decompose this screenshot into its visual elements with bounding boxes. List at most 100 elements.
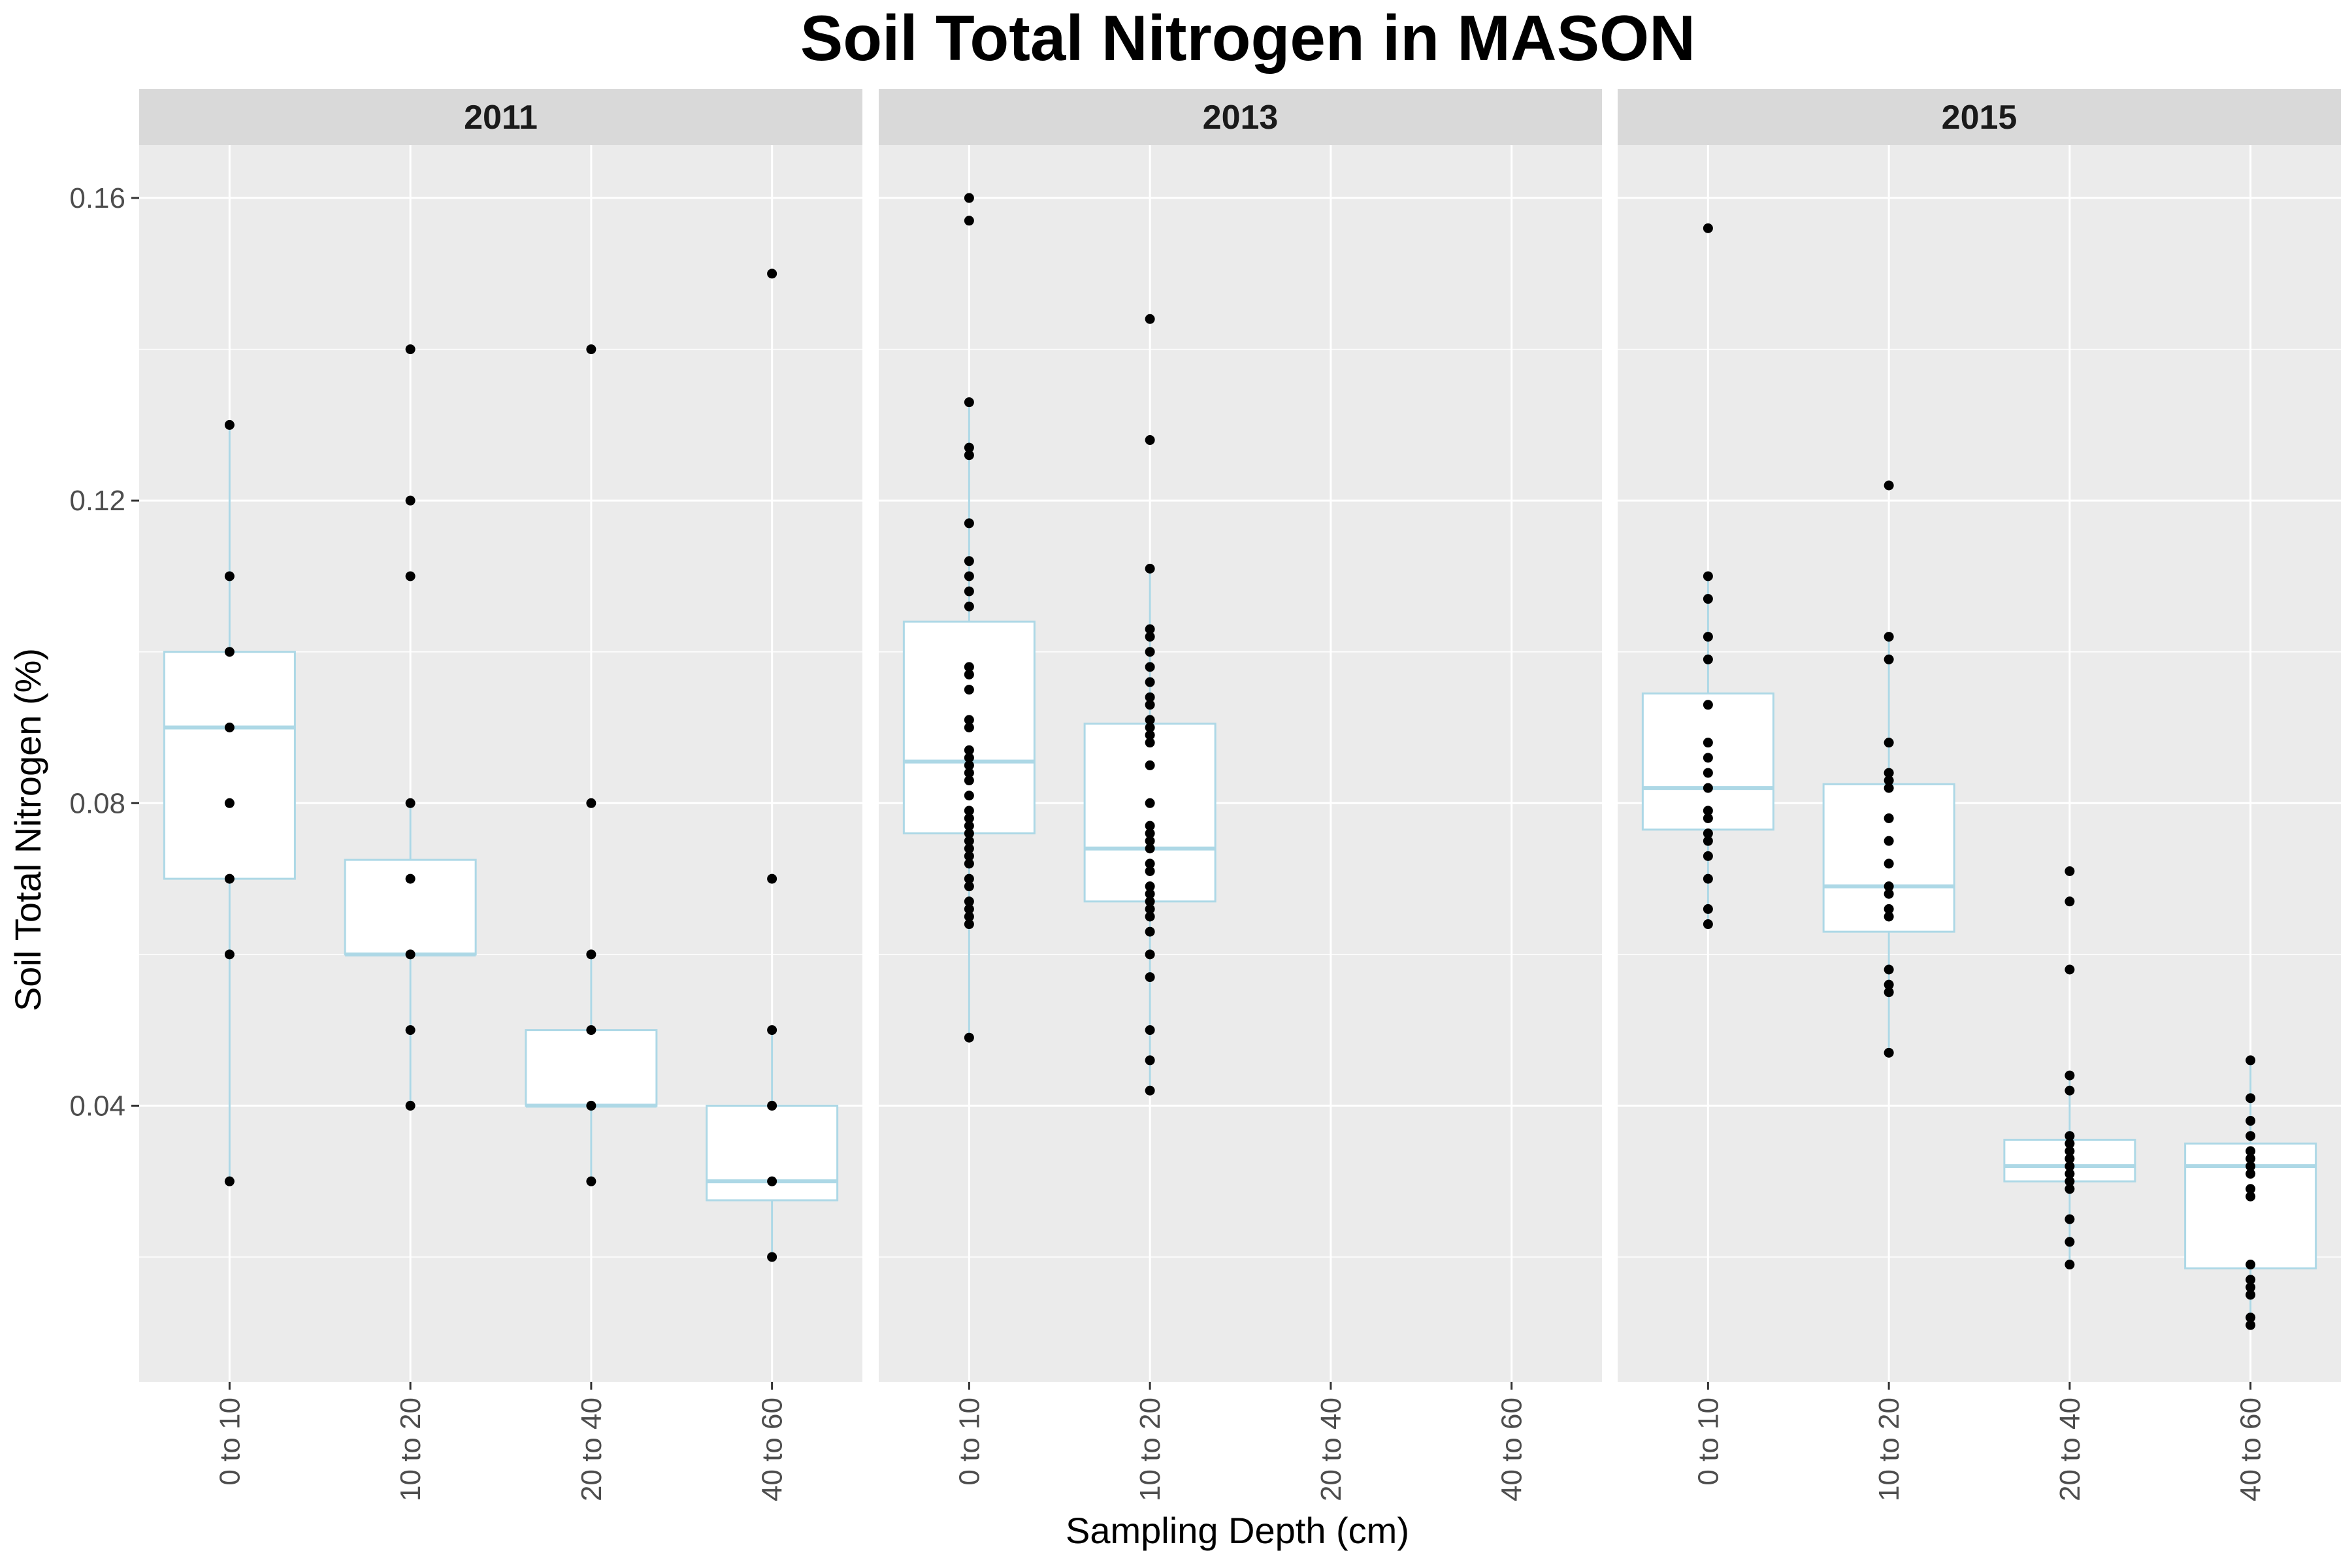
data-point	[1145, 700, 1155, 710]
data-point	[1145, 563, 1155, 574]
data-point	[1884, 911, 1894, 922]
data-point	[2065, 1161, 2075, 1171]
data-point	[964, 896, 974, 907]
data-point	[224, 571, 235, 581]
data-point	[964, 586, 974, 596]
data-point	[964, 836, 974, 846]
data-point	[1884, 858, 1894, 869]
data-point	[1884, 964, 1894, 975]
data-point	[1145, 821, 1155, 831]
data-point	[1145, 738, 1155, 748]
data-point	[964, 874, 974, 884]
data-point	[224, 647, 235, 657]
data-point	[224, 419, 235, 430]
data-point	[405, 798, 416, 808]
x-tick-label: 20 to 40	[1315, 1397, 1347, 1501]
data-point	[1145, 881, 1155, 892]
data-point	[1145, 662, 1155, 672]
data-point	[964, 881, 974, 892]
data-point	[1884, 889, 1894, 899]
data-point	[586, 1100, 596, 1111]
data-point	[964, 450, 974, 461]
data-point	[2246, 1184, 2256, 1194]
data-point	[405, 495, 416, 506]
facet-strip-label: 2015	[1942, 99, 2017, 137]
data-point	[1145, 972, 1155, 983]
data-point	[405, 1025, 416, 1036]
data-point	[586, 1025, 596, 1036]
box	[163, 651, 296, 880]
data-point	[1145, 798, 1155, 808]
data-point	[1703, 594, 1713, 604]
data-point	[224, 1176, 235, 1186]
x-tick-label: 0 to 10	[1692, 1397, 1724, 1486]
data-point	[1703, 738, 1713, 748]
data-point	[2246, 1146, 2256, 1156]
data-point	[2246, 1282, 2256, 1292]
data-point	[1884, 979, 1894, 990]
data-point	[1145, 692, 1155, 702]
data-point	[1703, 836, 1713, 846]
data-point	[964, 685, 974, 695]
data-point	[224, 723, 235, 733]
data-point	[964, 843, 974, 854]
data-point	[964, 753, 974, 763]
data-point	[405, 949, 416, 960]
facet-panel-2011: 2011 0 to 10 10 to 20 20 to 40 40 to 60	[139, 89, 862, 1501]
data-point	[964, 601, 974, 612]
data-point	[1703, 813, 1713, 823]
y-tick-label: 0.16	[69, 182, 125, 214]
data-point	[1884, 1047, 1894, 1058]
data-point	[1703, 904, 1713, 914]
data-point	[964, 1032, 974, 1043]
data-point	[2246, 1260, 2256, 1270]
data-point	[1145, 314, 1155, 324]
data-point	[2246, 1131, 2256, 1141]
data-point	[964, 723, 974, 733]
data-point	[767, 874, 777, 884]
data-point	[2065, 1184, 2075, 1194]
y-axis: 0.04 0.08 0.12 0.16	[69, 182, 139, 1122]
data-point	[964, 669, 974, 679]
data-point	[1884, 881, 1894, 892]
data-point	[1703, 632, 1713, 642]
facet-strip	[139, 89, 862, 145]
data-point	[964, 919, 974, 930]
data-point	[964, 571, 974, 581]
data-point	[586, 949, 596, 960]
data-point	[1703, 783, 1713, 793]
data-point	[586, 1176, 596, 1186]
data-point	[1145, 828, 1155, 839]
data-point	[2246, 1275, 2256, 1285]
data-point	[767, 1100, 777, 1111]
data-point	[224, 949, 235, 960]
data-point	[2065, 896, 2075, 907]
data-point	[1703, 768, 1713, 778]
x-tick-label: 10 to 20	[1134, 1397, 1166, 1501]
facet-strip-label: 2011	[464, 99, 538, 137]
x-tick-label: 0 to 10	[953, 1397, 985, 1486]
data-point	[1884, 813, 1894, 823]
data-point	[964, 776, 974, 786]
data-point	[1703, 700, 1713, 710]
data-point	[2065, 866, 2075, 876]
data-point	[405, 571, 416, 581]
x-tick-label: 20 to 40	[576, 1397, 608, 1501]
data-point	[1703, 753, 1713, 763]
data-point	[2065, 1214, 2075, 1224]
data-point	[1145, 715, 1155, 725]
data-point	[1145, 1025, 1155, 1036]
data-point	[964, 768, 974, 778]
data-point	[586, 798, 596, 808]
data-point	[964, 397, 974, 408]
data-point	[2065, 1085, 2075, 1096]
data-point	[1703, 571, 1713, 581]
chart-title: Soil Total Nitrogen in MASON	[800, 2, 1695, 74]
data-point	[1703, 851, 1713, 861]
data-point	[1703, 874, 1713, 884]
facet-panels: 2011 0 to 10 10 to 20 20 to 40 40 to 60 2013 0…	[139, 89, 2341, 1501]
box	[1822, 783, 1955, 933]
y-tick-label: 0.04	[69, 1090, 125, 1122]
data-point	[1884, 654, 1894, 664]
